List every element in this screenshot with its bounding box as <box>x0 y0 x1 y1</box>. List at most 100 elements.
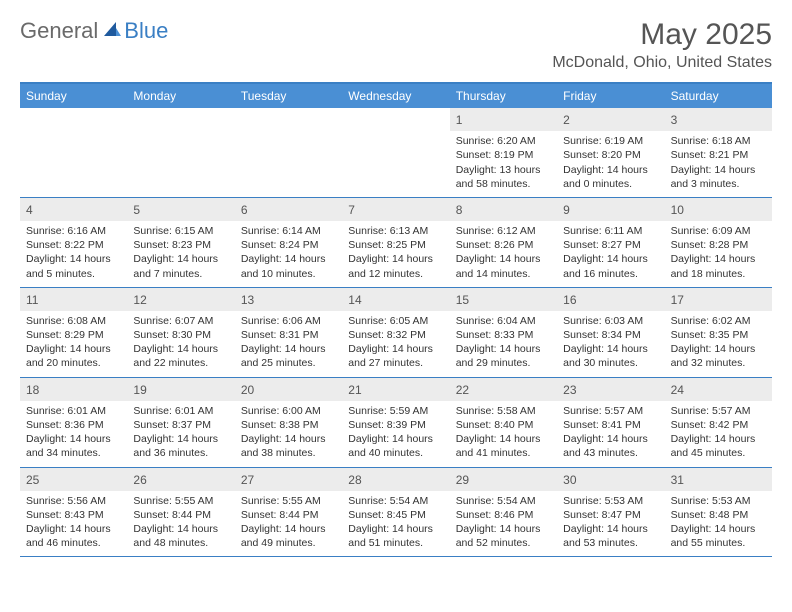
sunset-text: Sunset: 8:48 PM <box>671 508 766 522</box>
calendar-cell: 24Sunrise: 5:57 AMSunset: 8:42 PMDayligh… <box>665 378 772 467</box>
day-header-cell: Sunday <box>20 84 127 108</box>
sunset-text: Sunset: 8:45 PM <box>348 508 443 522</box>
cell-body: Sunrise: 6:08 AMSunset: 8:29 PMDaylight:… <box>20 311 127 377</box>
calendar-cell: 23Sunrise: 5:57 AMSunset: 8:41 PMDayligh… <box>557 378 664 467</box>
weeks-container: 1Sunrise: 6:20 AMSunset: 8:19 PMDaylight… <box>20 108 772 557</box>
daylight-text: Daylight: 14 hours and 48 minutes. <box>133 522 228 550</box>
cell-body: Sunrise: 6:06 AMSunset: 8:31 PMDaylight:… <box>235 311 342 377</box>
daylight-text: Daylight: 14 hours and 20 minutes. <box>26 342 121 370</box>
sunset-text: Sunset: 8:19 PM <box>456 148 551 162</box>
day-number: 10 <box>665 198 772 221</box>
daylight-text: Daylight: 14 hours and 55 minutes. <box>671 522 766 550</box>
logo: General Blue <box>20 18 168 44</box>
sunrise-text: Sunrise: 5:54 AM <box>456 494 551 508</box>
calendar-cell: 9Sunrise: 6:11 AMSunset: 8:27 PMDaylight… <box>557 198 664 287</box>
cell-body: Sunrise: 5:57 AMSunset: 8:41 PMDaylight:… <box>557 401 664 467</box>
sunset-text: Sunset: 8:32 PM <box>348 328 443 342</box>
sunrise-text: Sunrise: 5:58 AM <box>456 404 551 418</box>
calendar-cell: 12Sunrise: 6:07 AMSunset: 8:30 PMDayligh… <box>127 288 234 377</box>
calendar-cell: 7Sunrise: 6:13 AMSunset: 8:25 PMDaylight… <box>342 198 449 287</box>
sunrise-text: Sunrise: 6:12 AM <box>456 224 551 238</box>
sunrise-text: Sunrise: 6:06 AM <box>241 314 336 328</box>
day-header-cell: Wednesday <box>342 84 449 108</box>
daylight-text: Daylight: 14 hours and 0 minutes. <box>563 163 658 191</box>
calendar-cell <box>235 108 342 197</box>
sunset-text: Sunset: 8:44 PM <box>241 508 336 522</box>
sunrise-text: Sunrise: 5:55 AM <box>133 494 228 508</box>
calendar: SundayMondayTuesdayWednesdayThursdayFrid… <box>20 82 772 557</box>
calendar-cell: 31Sunrise: 5:53 AMSunset: 8:48 PMDayligh… <box>665 468 772 557</box>
daylight-text: Daylight: 14 hours and 7 minutes. <box>133 252 228 280</box>
logo-sail-icon <box>102 20 122 43</box>
day-number: 3 <box>665 108 772 131</box>
header: General Blue May 2025 McDonald, Ohio, Un… <box>20 18 772 72</box>
calendar-cell: 2Sunrise: 6:19 AMSunset: 8:20 PMDaylight… <box>557 108 664 197</box>
calendar-cell: 8Sunrise: 6:12 AMSunset: 8:26 PMDaylight… <box>450 198 557 287</box>
cell-body: Sunrise: 5:58 AMSunset: 8:40 PMDaylight:… <box>450 401 557 467</box>
sunrise-text: Sunrise: 6:01 AM <box>133 404 228 418</box>
sunset-text: Sunset: 8:34 PM <box>563 328 658 342</box>
day-number: 26 <box>127 468 234 491</box>
daylight-text: Daylight: 14 hours and 30 minutes. <box>563 342 658 370</box>
cell-body: Sunrise: 6:20 AMSunset: 8:19 PMDaylight:… <box>450 131 557 197</box>
calendar-cell: 19Sunrise: 6:01 AMSunset: 8:37 PMDayligh… <box>127 378 234 467</box>
sunset-text: Sunset: 8:41 PM <box>563 418 658 432</box>
daylight-text: Daylight: 14 hours and 49 minutes. <box>241 522 336 550</box>
calendar-cell: 3Sunrise: 6:18 AMSunset: 8:21 PMDaylight… <box>665 108 772 197</box>
sunset-text: Sunset: 8:35 PM <box>671 328 766 342</box>
sunrise-text: Sunrise: 5:53 AM <box>563 494 658 508</box>
location-text: McDonald, Ohio, United States <box>552 54 772 72</box>
page-title: May 2025 <box>552 18 772 52</box>
sunset-text: Sunset: 8:47 PM <box>563 508 658 522</box>
daylight-text: Daylight: 14 hours and 52 minutes. <box>456 522 551 550</box>
calendar-cell: 28Sunrise: 5:54 AMSunset: 8:45 PMDayligh… <box>342 468 449 557</box>
day-number: 31 <box>665 468 772 491</box>
day-number: 18 <box>20 378 127 401</box>
day-number: 2 <box>557 108 664 131</box>
daylight-text: Daylight: 14 hours and 18 minutes. <box>671 252 766 280</box>
sunset-text: Sunset: 8:38 PM <box>241 418 336 432</box>
day-number: 5 <box>127 198 234 221</box>
sunset-text: Sunset: 8:46 PM <box>456 508 551 522</box>
sunrise-text: Sunrise: 5:59 AM <box>348 404 443 418</box>
cell-body: Sunrise: 6:13 AMSunset: 8:25 PMDaylight:… <box>342 221 449 287</box>
sunrise-text: Sunrise: 6:15 AM <box>133 224 228 238</box>
sunset-text: Sunset: 8:24 PM <box>241 238 336 252</box>
day-header-cell: Friday <box>557 84 664 108</box>
day-number: 30 <box>557 468 664 491</box>
sunset-text: Sunset: 8:30 PM <box>133 328 228 342</box>
cell-body: Sunrise: 5:55 AMSunset: 8:44 PMDaylight:… <box>235 491 342 557</box>
day-number: 28 <box>342 468 449 491</box>
calendar-cell: 26Sunrise: 5:55 AMSunset: 8:44 PMDayligh… <box>127 468 234 557</box>
daylight-text: Daylight: 14 hours and 36 minutes. <box>133 432 228 460</box>
cell-body: Sunrise: 6:14 AMSunset: 8:24 PMDaylight:… <box>235 221 342 287</box>
day-number: 8 <box>450 198 557 221</box>
sunrise-text: Sunrise: 5:56 AM <box>26 494 121 508</box>
sunset-text: Sunset: 8:20 PM <box>563 148 658 162</box>
calendar-cell: 27Sunrise: 5:55 AMSunset: 8:44 PMDayligh… <box>235 468 342 557</box>
sunrise-text: Sunrise: 6:03 AM <box>563 314 658 328</box>
daylight-text: Daylight: 14 hours and 14 minutes. <box>456 252 551 280</box>
day-number: 29 <box>450 468 557 491</box>
cell-body: Sunrise: 6:02 AMSunset: 8:35 PMDaylight:… <box>665 311 772 377</box>
sunrise-text: Sunrise: 6:18 AM <box>671 134 766 148</box>
day-number: 15 <box>450 288 557 311</box>
sunrise-text: Sunrise: 6:05 AM <box>348 314 443 328</box>
sunrise-text: Sunrise: 6:13 AM <box>348 224 443 238</box>
week-row: 4Sunrise: 6:16 AMSunset: 8:22 PMDaylight… <box>20 198 772 288</box>
cell-body: Sunrise: 6:12 AMSunset: 8:26 PMDaylight:… <box>450 221 557 287</box>
day-number: 16 <box>557 288 664 311</box>
daylight-text: Daylight: 14 hours and 34 minutes. <box>26 432 121 460</box>
cell-body: Sunrise: 6:18 AMSunset: 8:21 PMDaylight:… <box>665 131 772 197</box>
daylight-text: Daylight: 14 hours and 45 minutes. <box>671 432 766 460</box>
cell-body: Sunrise: 6:07 AMSunset: 8:30 PMDaylight:… <box>127 311 234 377</box>
cell-body: Sunrise: 5:59 AMSunset: 8:39 PMDaylight:… <box>342 401 449 467</box>
cell-body: Sunrise: 6:00 AMSunset: 8:38 PMDaylight:… <box>235 401 342 467</box>
day-number: 6 <box>235 198 342 221</box>
sunset-text: Sunset: 8:43 PM <box>26 508 121 522</box>
calendar-cell: 4Sunrise: 6:16 AMSunset: 8:22 PMDaylight… <box>20 198 127 287</box>
sunrise-text: Sunrise: 6:11 AM <box>563 224 658 238</box>
sunrise-text: Sunrise: 6:14 AM <box>241 224 336 238</box>
day-number: 12 <box>127 288 234 311</box>
day-number: 14 <box>342 288 449 311</box>
